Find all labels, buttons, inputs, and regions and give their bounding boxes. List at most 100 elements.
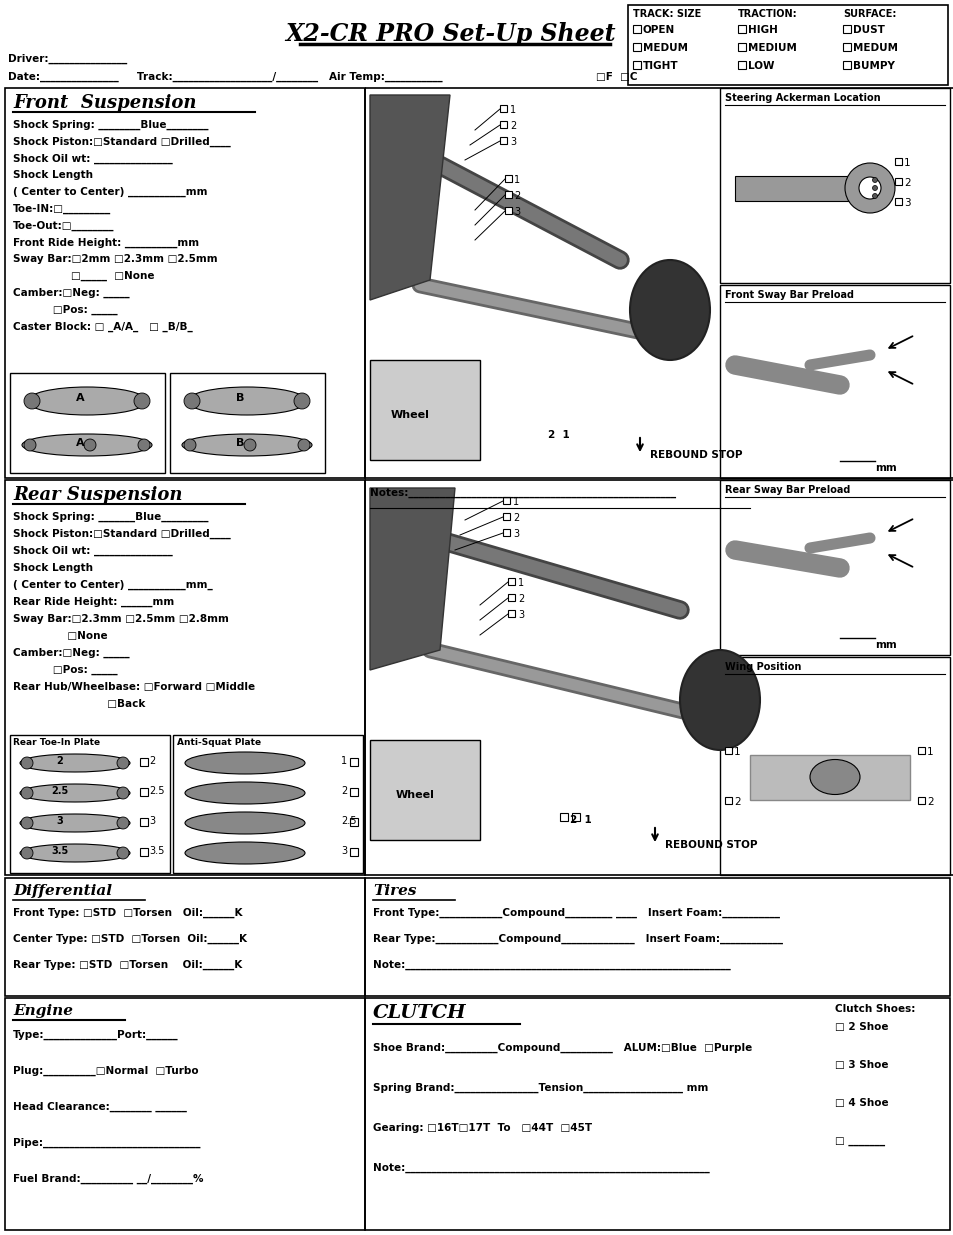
Text: 3: 3 <box>149 816 155 826</box>
Text: Wheel: Wheel <box>395 790 434 800</box>
Text: Rear Toe-In Plate: Rear Toe-In Plate <box>13 739 100 747</box>
Text: Rear Type: □STD  □Torsen    Oil:______K: Rear Type: □STD □Torsen Oil:______K <box>13 960 242 971</box>
Text: 2: 2 <box>733 797 740 806</box>
Bar <box>559 813 567 821</box>
Text: 1: 1 <box>926 747 933 757</box>
Bar <box>507 594 515 601</box>
Text: Shock Oil wt: _______________: Shock Oil wt: _______________ <box>13 153 172 164</box>
Text: 3: 3 <box>513 529 518 538</box>
Bar <box>5 480 365 876</box>
Bar <box>370 740 479 840</box>
Ellipse shape <box>679 650 760 750</box>
Ellipse shape <box>184 393 200 409</box>
Bar <box>894 198 901 205</box>
Text: Shock Oil wt: _______________: Shock Oil wt: _______________ <box>13 546 172 556</box>
Bar <box>572 813 579 821</box>
Bar <box>140 788 148 797</box>
Bar <box>842 43 850 51</box>
Ellipse shape <box>133 393 150 409</box>
Bar <box>894 178 901 185</box>
Bar <box>507 610 515 618</box>
Bar <box>504 207 512 214</box>
Bar <box>504 175 512 182</box>
Text: A: A <box>75 393 84 403</box>
Text: 1: 1 <box>340 756 347 766</box>
Bar <box>842 25 850 33</box>
Text: 2: 2 <box>513 513 518 522</box>
Bar <box>172 735 363 873</box>
Text: ( Center to Center) ___________mm_: ( Center to Center) ___________mm_ <box>13 580 213 590</box>
Text: Clutch Shoes:: Clutch Shoes: <box>834 1004 915 1014</box>
FancyArrow shape <box>734 175 854 200</box>
Text: Differential: Differential <box>13 884 112 898</box>
Bar <box>502 529 510 536</box>
Bar <box>502 513 510 520</box>
Text: Center Type: □STD  □Torsen  Oil:______K: Center Type: □STD □Torsen Oil:______K <box>13 934 247 945</box>
Ellipse shape <box>117 847 129 860</box>
Bar <box>170 373 325 473</box>
Polygon shape <box>370 488 455 671</box>
Text: mm: mm <box>874 640 896 650</box>
Text: □None: □None <box>13 631 108 641</box>
Text: TRACTION:: TRACTION: <box>738 9 797 19</box>
Ellipse shape <box>629 261 709 359</box>
Text: 2: 2 <box>926 797 933 806</box>
Bar <box>917 797 924 804</box>
Ellipse shape <box>185 782 305 804</box>
Text: 1: 1 <box>510 105 516 115</box>
Text: 2: 2 <box>510 121 516 131</box>
Text: □ _______: □ _______ <box>834 1136 884 1146</box>
Text: Wing Position: Wing Position <box>724 662 801 672</box>
Ellipse shape <box>27 387 147 415</box>
Text: OPEN: OPEN <box>642 25 675 35</box>
Text: 2  1: 2 1 <box>569 815 591 825</box>
Text: 2: 2 <box>149 756 155 766</box>
Text: Plug:__________□Normal  □Turbo: Plug:__________□Normal □Turbo <box>13 1066 198 1076</box>
Text: Rear Type:____________Compound______________   Insert Foam:____________: Rear Type:____________Compound__________… <box>373 934 782 945</box>
Text: Notes:___________________________________________________: Notes:__________________________________… <box>370 488 676 498</box>
Text: Fuel Brand:__________ __/________%: Fuel Brand:__________ __/________% <box>13 1174 203 1184</box>
Text: REBOUND STOP: REBOUND STOP <box>664 840 757 850</box>
Ellipse shape <box>872 185 877 190</box>
Bar <box>502 496 510 504</box>
Bar <box>738 25 745 33</box>
Ellipse shape <box>21 787 33 799</box>
Bar <box>842 61 850 69</box>
Text: B: B <box>235 393 244 403</box>
Text: mm: mm <box>874 463 896 473</box>
Text: Shoe Brand:__________Compound__________   ALUM:□Blue  □Purple: Shoe Brand:__________Compound__________ … <box>373 1044 752 1053</box>
Ellipse shape <box>872 178 877 183</box>
Text: □Pos: _____: □Pos: _____ <box>13 664 117 676</box>
Bar <box>365 480 953 876</box>
Ellipse shape <box>185 752 305 774</box>
Text: Driver:_______________: Driver:_______________ <box>8 54 127 64</box>
Bar <box>633 61 640 69</box>
Ellipse shape <box>21 818 33 829</box>
Text: Sway Bar:□2mm □2.3mm □2.5mm: Sway Bar:□2mm □2.3mm □2.5mm <box>13 254 217 264</box>
Text: BUMPY: BUMPY <box>852 61 894 70</box>
Ellipse shape <box>84 438 96 451</box>
Bar <box>350 788 357 797</box>
Text: Front  Suspension: Front Suspension <box>13 94 196 112</box>
Text: Spring Brand:________________Tension___________________ mm: Spring Brand:________________Tension____… <box>373 1083 708 1093</box>
Text: Shock Spring: ________Blue________: Shock Spring: ________Blue________ <box>13 120 209 130</box>
Text: 3: 3 <box>517 610 523 620</box>
Text: Tires: Tires <box>373 884 416 898</box>
Text: Camber:□Neg: _____: Camber:□Neg: _____ <box>13 648 130 658</box>
Text: 3.5: 3.5 <box>51 846 69 856</box>
Text: B: B <box>235 438 244 448</box>
Text: TRACK: SIZE: TRACK: SIZE <box>633 9 700 19</box>
Text: Front Ride Height: __________mm: Front Ride Height: __________mm <box>13 237 199 248</box>
Text: Shock Length: Shock Length <box>13 563 92 573</box>
Text: Pipe:______________________________: Pipe:______________________________ <box>13 1137 200 1149</box>
Text: 2: 2 <box>517 594 524 604</box>
Bar <box>633 25 640 33</box>
Bar <box>365 88 953 478</box>
Text: 2: 2 <box>340 785 347 797</box>
Bar <box>894 158 901 165</box>
Bar <box>720 285 949 478</box>
Text: Rear Ride Height: ______mm: Rear Ride Height: ______mm <box>13 597 174 608</box>
Text: LOW: LOW <box>747 61 774 70</box>
Text: MEDUM: MEDUM <box>852 43 897 53</box>
Text: 3.5: 3.5 <box>149 846 164 856</box>
